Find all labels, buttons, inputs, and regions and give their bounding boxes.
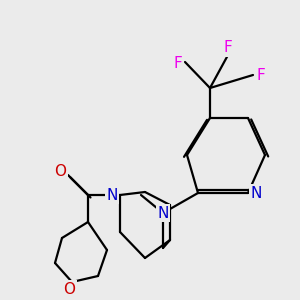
Text: N: N bbox=[106, 188, 118, 202]
Text: O: O bbox=[54, 164, 66, 179]
Text: N: N bbox=[157, 206, 169, 220]
Text: N: N bbox=[250, 185, 262, 200]
Text: O: O bbox=[63, 281, 75, 296]
Text: F: F bbox=[256, 68, 266, 82]
Text: F: F bbox=[224, 40, 232, 56]
Text: F: F bbox=[174, 56, 182, 70]
